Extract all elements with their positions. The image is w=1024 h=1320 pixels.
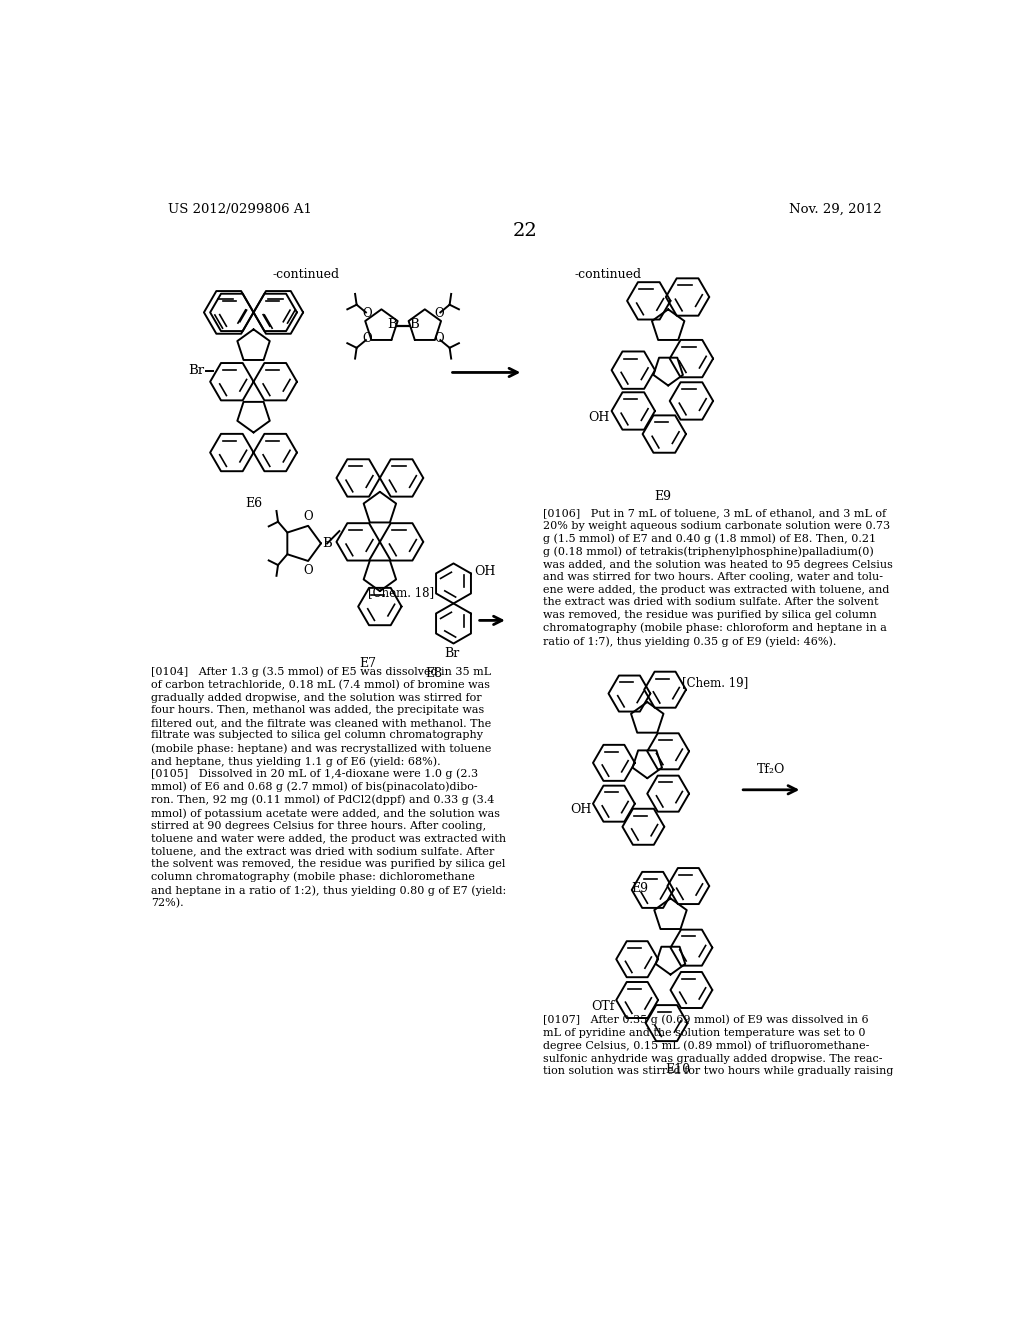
- Text: Nov. 29, 2012: Nov. 29, 2012: [788, 203, 882, 216]
- Text: B: B: [387, 318, 397, 331]
- Text: [Chem. 19]: [Chem. 19]: [682, 676, 748, 689]
- Text: O: O: [303, 510, 313, 523]
- Text: [0107]   After 0.35 g (0.69 mmol) of E9 was dissolved in 6
mL of pyridine and th: [0107] After 0.35 g (0.69 mmol) of E9 wa…: [543, 1015, 893, 1076]
- Text: Tf₂O: Tf₂O: [757, 763, 785, 776]
- Text: 22: 22: [512, 222, 538, 239]
- Text: O: O: [362, 308, 373, 321]
- Text: B: B: [410, 318, 419, 331]
- Text: Br: Br: [444, 647, 460, 660]
- Text: -continued: -continued: [272, 268, 340, 281]
- Text: O: O: [434, 308, 443, 321]
- Text: E6: E6: [245, 498, 262, 511]
- Text: [Chem. 18]: [Chem. 18]: [368, 586, 434, 599]
- Text: OH: OH: [474, 565, 496, 578]
- Text: E9: E9: [631, 882, 648, 895]
- Text: O: O: [303, 564, 313, 577]
- Text: E8: E8: [426, 667, 442, 680]
- Text: [0106]   Put in 7 mL of toluene, 3 mL of ethanol, and 3 mL of
20% by weight aque: [0106] Put in 7 mL of toluene, 3 mL of e…: [543, 508, 893, 647]
- Text: E7: E7: [359, 657, 377, 671]
- Text: [0104]   After 1.3 g (3.5 mmol) of E5 was dissolved in 35 mL
of carbon tetrachlo: [0104] After 1.3 g (3.5 mmol) of E5 was …: [152, 667, 492, 767]
- Text: OTf: OTf: [591, 999, 614, 1012]
- Text: O: O: [434, 333, 443, 345]
- Text: E9: E9: [654, 490, 672, 503]
- Text: O: O: [362, 333, 373, 345]
- Text: -continued: -continued: [574, 268, 642, 281]
- Text: B: B: [323, 537, 332, 550]
- Text: US 2012/0299806 A1: US 2012/0299806 A1: [168, 203, 312, 216]
- Text: OH: OH: [589, 411, 610, 424]
- Text: Br: Br: [188, 364, 205, 378]
- Text: E10: E10: [666, 1063, 691, 1076]
- Text: [0105]   Dissolved in 20 mL of 1,4-dioxane were 1.0 g (2.3
mmol) of E6 and 0.68 : [0105] Dissolved in 20 mL of 1,4-dioxane…: [152, 768, 507, 908]
- Text: OH: OH: [570, 804, 592, 816]
